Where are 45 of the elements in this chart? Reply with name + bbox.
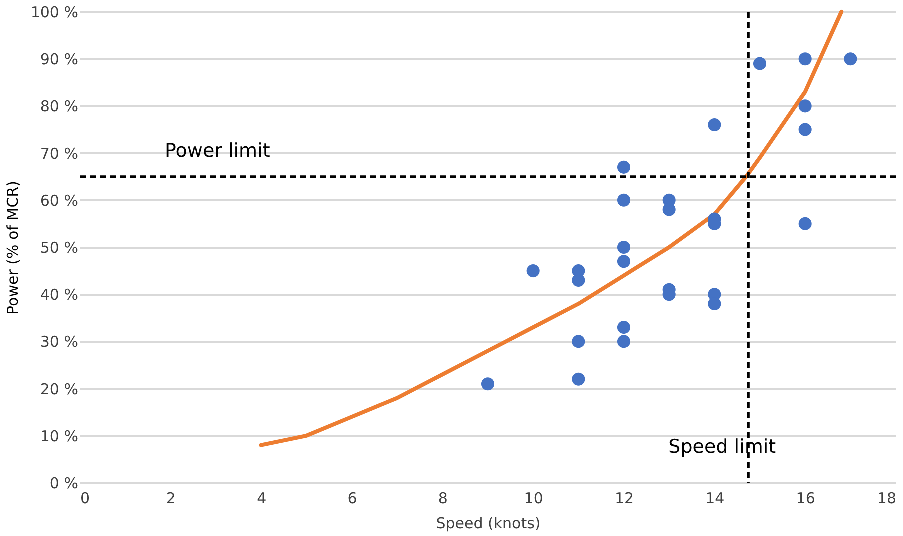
x-axis-title: Speed (knots) [436, 514, 541, 532]
point [753, 57, 767, 70]
point [708, 118, 722, 132]
y-tick-label: 50 % [40, 239, 78, 257]
point [617, 321, 631, 334]
x-tick-label: 6 [348, 490, 358, 508]
x-tick-label: 2 [166, 490, 176, 508]
point [844, 52, 858, 66]
x-tick-label: 8 [438, 490, 448, 508]
y-tick-label: 100 % [30, 4, 78, 22]
point [798, 123, 812, 136]
ref-line-label: Speed limit [668, 436, 776, 458]
x-tick-label: 4 [257, 490, 267, 508]
x-tick-label: 0 [80, 490, 90, 508]
point [798, 217, 812, 230]
point [572, 372, 586, 386]
y-tick-label: 30 % [40, 333, 78, 352]
x-tick-label: 12 [614, 490, 634, 508]
y-tick-label: 0 % [50, 474, 78, 492]
y-tick-label: 70 % [40, 144, 78, 163]
point [617, 255, 631, 268]
point [617, 335, 631, 348]
x-tick-label: 16 [796, 490, 816, 508]
point [481, 378, 495, 391]
point [572, 335, 586, 348]
x-tick-label: 18 [877, 490, 896, 508]
point [617, 160, 631, 174]
y-tick-label: 60 % [40, 192, 78, 210]
y-tick-label: 40 % [40, 286, 78, 304]
point [617, 194, 631, 207]
point [708, 298, 722, 311]
point [798, 52, 812, 66]
point [798, 100, 812, 113]
ref-line-label: Power limit [165, 140, 270, 162]
y-axis-title: Power (% of MCR) [4, 181, 22, 315]
point [662, 203, 676, 216]
x-tick-label: 10 [524, 490, 544, 508]
point [572, 274, 586, 287]
y-tick-label: 90 % [40, 50, 78, 69]
x-tick-label: 14 [706, 490, 725, 508]
y-tick-label: 80 % [40, 98, 78, 116]
y-tick-label: 20 % [40, 380, 78, 398]
y-tick-label: 10 % [40, 427, 78, 446]
point [526, 264, 540, 278]
point [617, 240, 631, 254]
